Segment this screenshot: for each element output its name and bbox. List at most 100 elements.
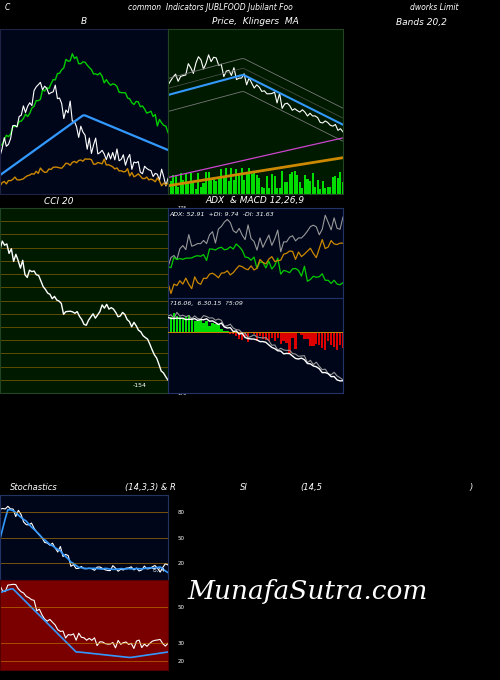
Bar xyxy=(194,321,196,332)
Bar xyxy=(177,187,179,194)
Bar xyxy=(220,169,222,194)
Bar xyxy=(170,318,172,332)
Bar xyxy=(268,332,270,341)
Bar xyxy=(238,174,240,194)
Bar xyxy=(333,332,336,347)
Bar xyxy=(294,171,296,194)
Bar xyxy=(336,332,338,350)
Bar xyxy=(235,332,238,335)
Bar xyxy=(309,182,311,194)
Bar xyxy=(327,332,330,341)
Bar xyxy=(286,332,288,343)
Bar xyxy=(292,332,294,338)
Bar xyxy=(188,316,190,332)
Text: C: C xyxy=(5,3,10,12)
Bar xyxy=(327,187,329,194)
Bar xyxy=(228,181,230,194)
Bar xyxy=(258,178,260,194)
Text: ?16.06,  6.30.15  ?5:09: ?16.06, 6.30.15 ?5:09 xyxy=(170,301,242,306)
Bar xyxy=(244,332,246,337)
Bar xyxy=(218,177,220,194)
Bar xyxy=(262,332,264,339)
Bar xyxy=(324,188,326,194)
Text: ?5,14: ?5,14 xyxy=(152,567,166,573)
Text: SI: SI xyxy=(240,483,248,492)
Bar xyxy=(214,324,216,332)
Bar xyxy=(298,332,300,333)
Bar xyxy=(276,188,278,194)
Text: B: B xyxy=(81,18,87,27)
Text: ADX: 52.91  +DI: 9.74  -DI: 31.63: ADX: 52.91 +DI: 9.74 -DI: 31.63 xyxy=(170,211,274,217)
Bar xyxy=(215,181,217,194)
Bar xyxy=(314,187,316,194)
Bar xyxy=(318,332,320,345)
Bar xyxy=(309,332,312,345)
Bar xyxy=(334,175,336,194)
Text: (14,3,3) & R: (14,3,3) & R xyxy=(125,483,176,492)
Bar xyxy=(330,332,332,345)
Bar xyxy=(316,180,318,194)
Bar xyxy=(182,318,184,332)
Bar xyxy=(190,173,192,194)
Bar xyxy=(274,176,276,194)
Bar xyxy=(233,180,235,194)
Bar xyxy=(200,188,202,194)
Bar xyxy=(190,319,193,332)
Bar xyxy=(304,175,306,194)
Text: Stochastics: Stochastics xyxy=(10,483,58,492)
Text: CCI 20: CCI 20 xyxy=(44,197,74,205)
Bar xyxy=(312,332,314,346)
Bar xyxy=(280,332,282,344)
Bar xyxy=(261,187,263,194)
Bar xyxy=(206,322,208,332)
Bar xyxy=(210,179,212,194)
Bar xyxy=(276,332,279,338)
Bar xyxy=(167,316,169,332)
Bar xyxy=(274,332,276,341)
Bar xyxy=(184,318,187,332)
Bar xyxy=(253,173,255,194)
Bar xyxy=(195,189,197,194)
Bar xyxy=(282,332,285,341)
Bar xyxy=(296,175,298,194)
Text: ): ) xyxy=(470,483,473,492)
Bar xyxy=(229,332,232,334)
Bar xyxy=(250,174,252,194)
Bar xyxy=(217,324,220,332)
Bar xyxy=(315,332,318,344)
Bar xyxy=(188,183,190,194)
Bar xyxy=(339,332,341,345)
Bar xyxy=(340,171,342,194)
Bar xyxy=(172,175,174,194)
Bar xyxy=(205,172,207,194)
Bar xyxy=(321,332,324,348)
Bar xyxy=(223,178,225,194)
Bar xyxy=(172,313,175,332)
Bar xyxy=(342,332,344,348)
Bar xyxy=(198,173,200,194)
Text: Price,  Klingers  MA: Price, Klingers MA xyxy=(212,18,299,27)
Bar xyxy=(266,176,268,194)
Bar xyxy=(212,324,214,332)
Text: Bands 20,2: Bands 20,2 xyxy=(396,18,447,27)
Bar xyxy=(294,332,296,349)
Bar xyxy=(300,332,302,335)
Bar xyxy=(268,188,270,194)
Bar xyxy=(208,326,210,332)
Bar xyxy=(304,332,306,339)
Bar xyxy=(243,180,245,194)
Bar xyxy=(312,173,314,194)
Bar xyxy=(202,183,204,194)
Bar xyxy=(271,174,273,194)
Bar xyxy=(167,173,169,194)
Bar xyxy=(220,329,222,332)
Bar xyxy=(256,175,258,194)
Bar xyxy=(278,188,280,194)
Bar xyxy=(182,180,184,194)
Bar xyxy=(184,174,187,194)
Bar xyxy=(299,182,301,194)
Bar xyxy=(264,188,266,194)
Bar xyxy=(259,332,261,336)
Bar xyxy=(332,177,334,194)
Bar xyxy=(286,182,288,194)
